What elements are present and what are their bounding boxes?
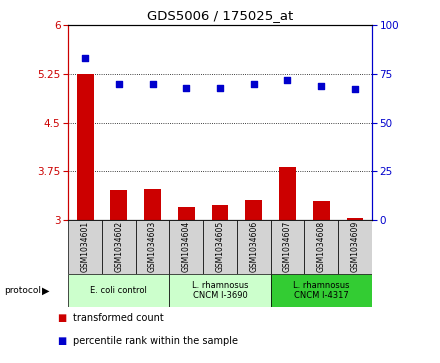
Bar [77,74,94,220]
Point [250,81,257,86]
Text: GSM1034602: GSM1034602 [114,221,123,272]
Text: GDS5006 / 175025_at: GDS5006 / 175025_at [147,9,293,22]
Point [81,56,88,61]
Point [318,83,325,89]
Bar [169,220,203,274]
Text: GSM1034604: GSM1034604 [182,221,191,273]
Bar [68,274,169,307]
Text: protocol: protocol [4,286,41,295]
Text: GSM1034606: GSM1034606 [249,221,258,273]
Text: GSM1034607: GSM1034607 [283,221,292,273]
Text: ■: ■ [57,336,66,346]
Point [352,87,359,93]
Bar [136,220,169,274]
Bar [110,191,127,220]
Text: ■: ■ [57,313,66,323]
Bar [102,220,136,274]
Text: GSM1034608: GSM1034608 [317,221,326,272]
Bar [246,200,262,220]
Bar [304,220,338,274]
Bar [178,207,195,220]
Point [284,77,291,83]
Bar [169,274,271,307]
Bar [271,220,304,274]
Text: GSM1034601: GSM1034601 [81,221,90,272]
Bar [279,167,296,220]
Text: L. rhamnosus
CNCM I-4317: L. rhamnosus CNCM I-4317 [293,281,349,300]
Point [216,85,224,90]
Bar [203,220,237,274]
Bar [313,201,330,220]
Text: L. rhamnosus
CNCM I-3690: L. rhamnosus CNCM I-3690 [192,281,248,300]
Text: ▶: ▶ [42,285,50,295]
Text: E. coli control: E. coli control [90,286,147,295]
Bar [144,188,161,220]
Text: transformed count: transformed count [73,313,163,323]
Text: percentile rank within the sample: percentile rank within the sample [73,336,238,346]
Bar [271,274,372,307]
Point [149,81,156,86]
Bar [237,220,271,274]
Text: GSM1034609: GSM1034609 [350,221,359,273]
Point [183,85,190,90]
Bar [347,218,363,220]
Bar [338,220,372,274]
Bar [68,220,102,274]
Point [115,81,122,86]
Bar [212,205,228,220]
Text: GSM1034605: GSM1034605 [216,221,224,273]
Text: GSM1034603: GSM1034603 [148,221,157,273]
